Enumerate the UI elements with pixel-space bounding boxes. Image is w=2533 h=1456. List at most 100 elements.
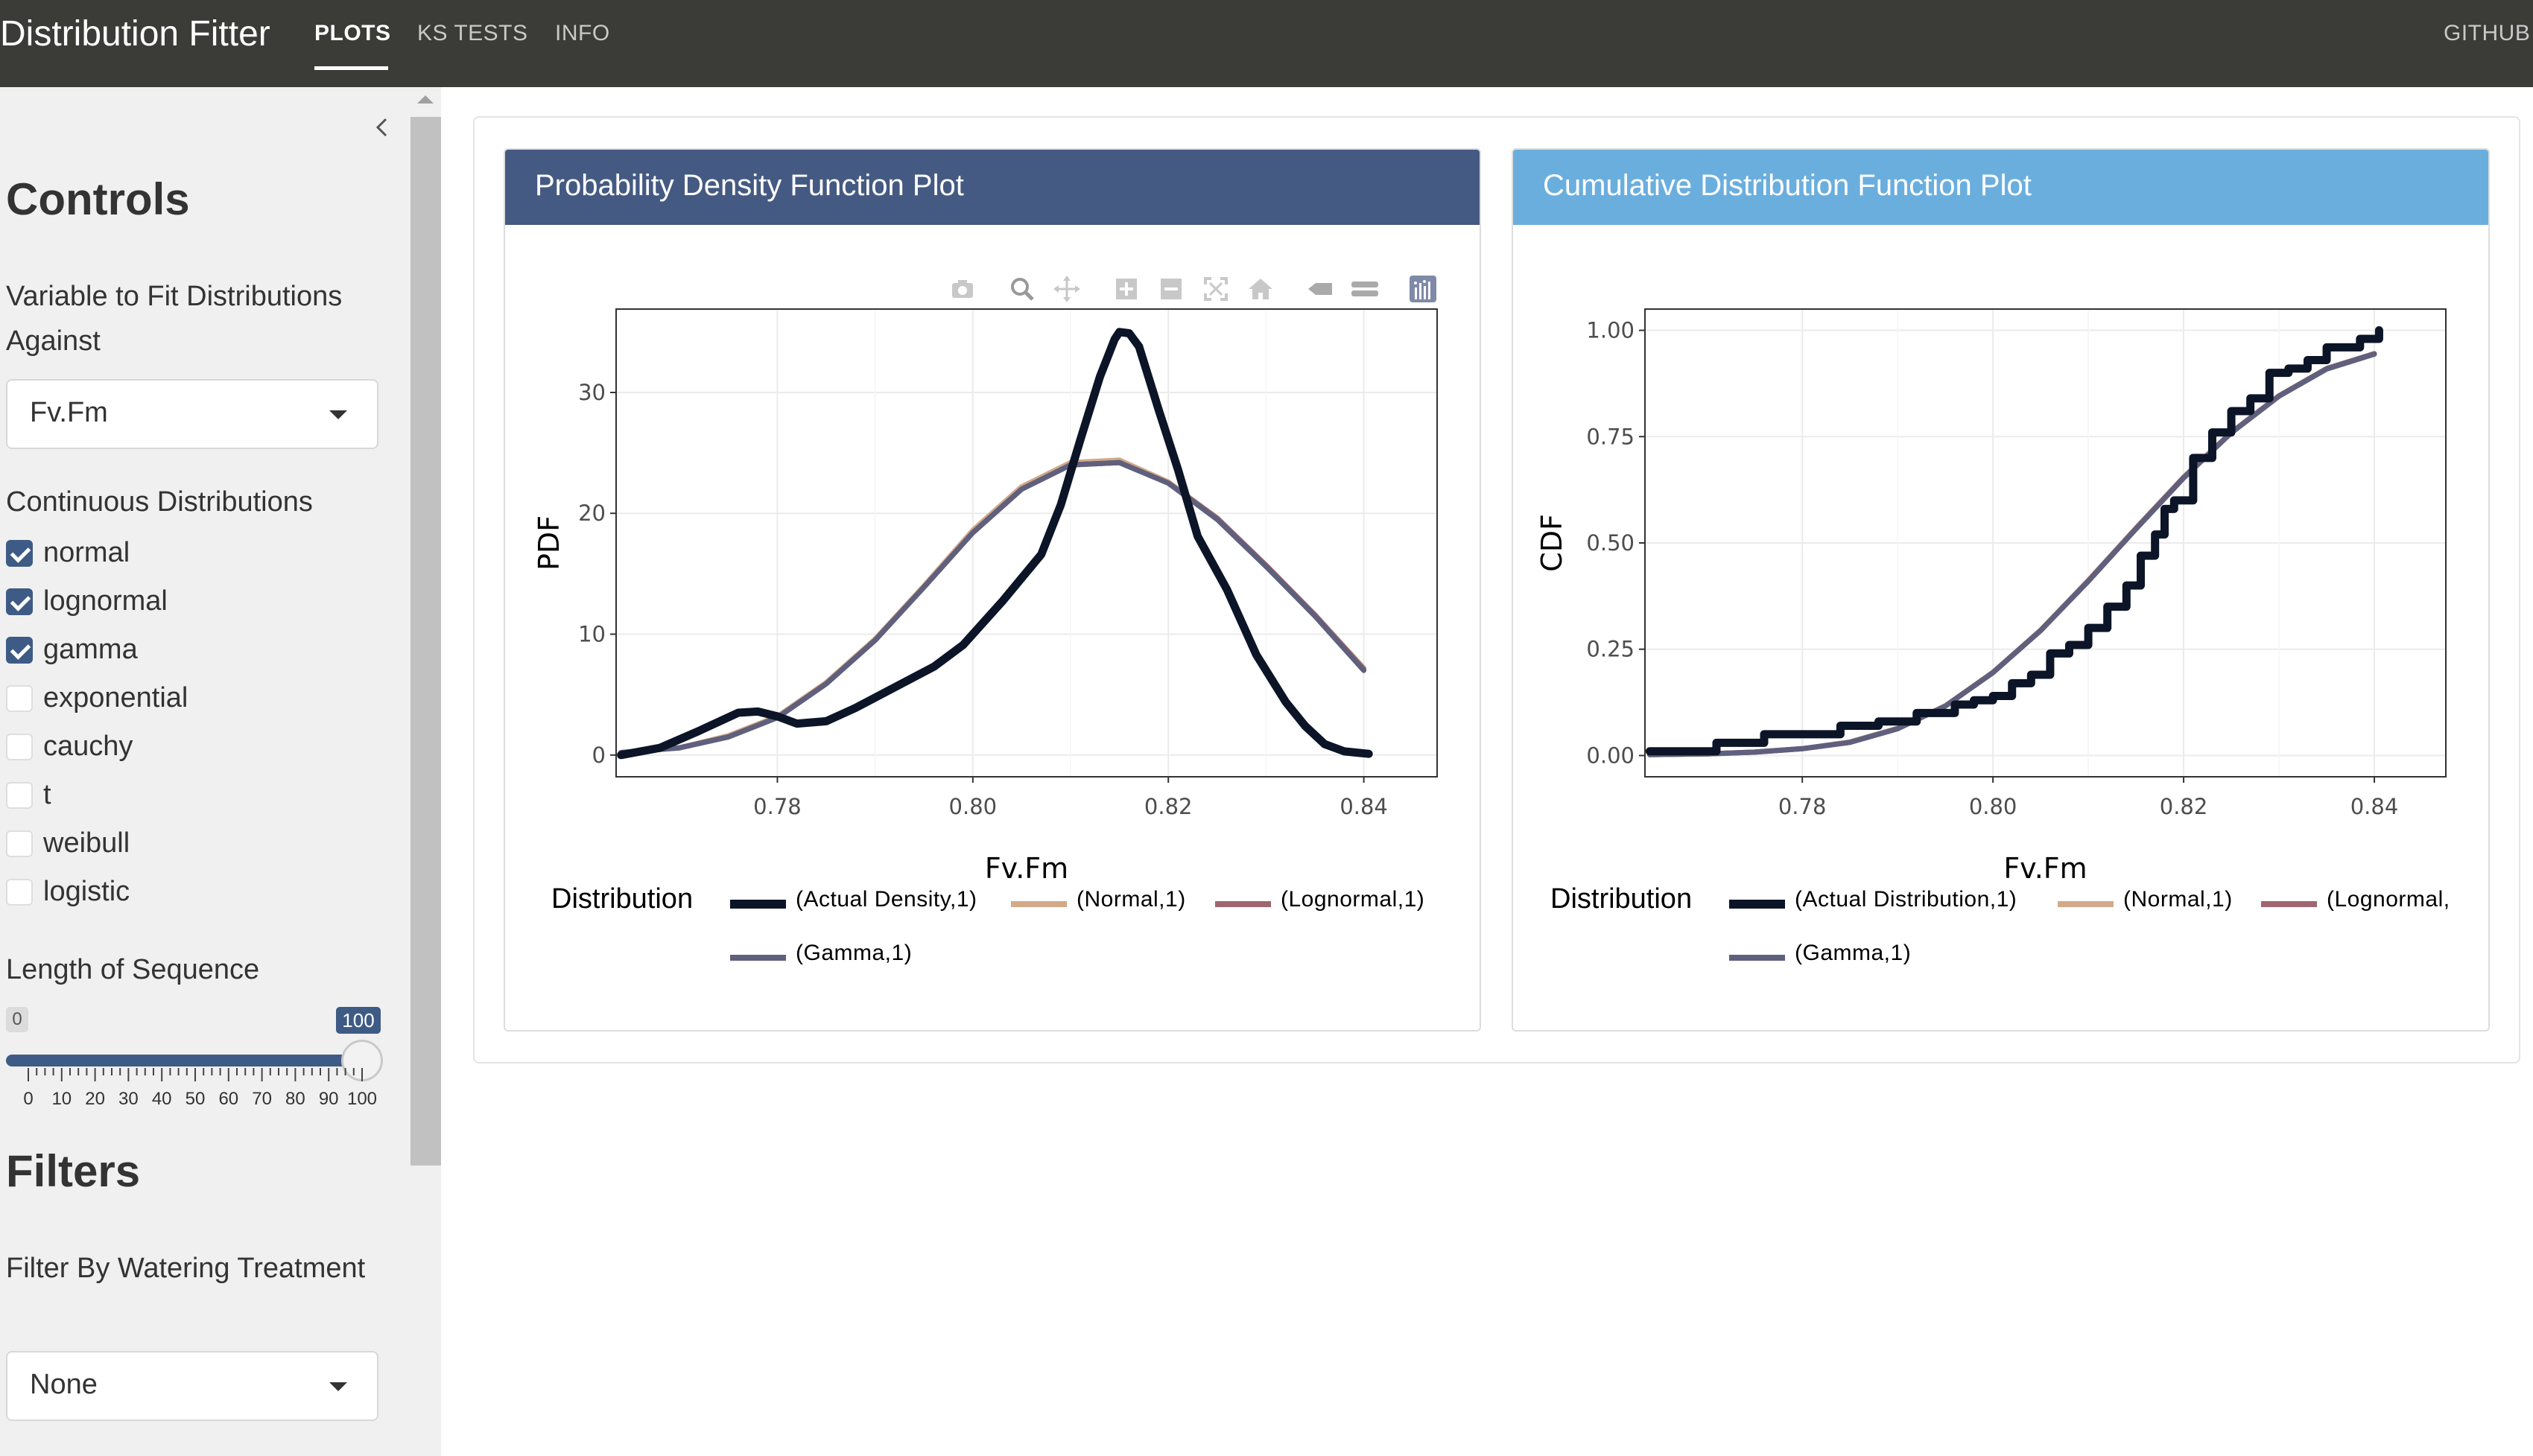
x-tick-label: 0.82	[1144, 794, 1193, 819]
plot-border	[615, 308, 1438, 778]
checkbox-lognormal[interactable]	[6, 588, 33, 615]
cdf-panel-title: Cumulative Distribution Function Plot	[1543, 169, 2032, 202]
distribution-option-normal[interactable]: normal	[6, 534, 378, 571]
legend-label-gamma[interactable]: (Gamma,1)	[1795, 941, 1912, 965]
checkbox-exponential[interactable]	[6, 685, 33, 712]
x-tick-label: 0.84	[2350, 794, 2399, 819]
distribution-option-lognormal[interactable]: lognormal	[6, 582, 378, 620]
legend-label-actual[interactable]: (Actual Density,1)	[796, 887, 977, 912]
plot-area	[615, 308, 1438, 778]
variable-select[interactable]: Fv.Fm	[6, 379, 378, 449]
checkbox-logistic[interactable]	[6, 879, 33, 906]
legend-label-normal[interactable]: (Normal,1)	[1077, 887, 1186, 912]
sidebar	[0, 87, 441, 1456]
y-tick-label: 20	[578, 500, 606, 526]
legend-label-actual[interactable]: (Actual Distribution,1)	[1795, 887, 2017, 912]
legend-label-gamma[interactable]: (Gamma,1)	[796, 941, 913, 965]
slider-tick-label: 100	[346, 1089, 378, 1109]
y-axis-title: PDF	[533, 515, 565, 570]
zoom-icon[interactable]	[1007, 274, 1037, 304]
hover-closest-icon[interactable]	[1305, 274, 1335, 304]
distribution-option-cauchy[interactable]: cauchy	[6, 728, 378, 765]
filter-watering-label: Filter By Watering Treatment	[6, 1253, 366, 1284]
watering-filter-select[interactable]: None	[6, 1351, 378, 1421]
sidebar-scrollbar-thumb[interactable]	[410, 117, 441, 1166]
legend-swatch-actual[interactable]	[1729, 900, 1785, 909]
checkbox-label: logistic	[43, 876, 130, 907]
filters-heading: Filters	[6, 1146, 141, 1196]
plotly-logo-icon[interactable]	[1408, 274, 1438, 304]
legend-swatch-normal[interactable]	[2058, 901, 2114, 907]
distribution-option-gamma[interactable]: gamma	[6, 631, 378, 668]
x-tick-label: 0.80	[1969, 794, 2017, 819]
checkbox-weibull[interactable]	[6, 830, 33, 857]
legend-label-lognormal[interactable]: (Lognormal,1)	[1281, 887, 1425, 912]
slider-tick-label: 40	[151, 1089, 172, 1109]
camera-icon[interactable]	[948, 274, 977, 304]
checkbox-normal[interactable]	[6, 540, 33, 567]
reset-axes-icon[interactable]	[1246, 274, 1275, 304]
checkbox-label: normal	[43, 537, 130, 568]
navbar: Distribution Fitter PLOTS KS TESTS INFO …	[0, 0, 2533, 87]
legend-label-lognormal[interactable]: (Lognormal,	[2327, 887, 2450, 912]
tab-plots[interactable]: PLOTS	[314, 21, 391, 45]
slider-tick-label: 70	[252, 1089, 272, 1109]
x-tick-label: 0.84	[1340, 794, 1388, 819]
distribution-option-exponential[interactable]: exponential	[6, 679, 378, 716]
legend-swatch-gamma[interactable]	[730, 955, 786, 961]
legend-swatch-lognormal[interactable]	[1215, 901, 1271, 907]
pan-icon[interactable]	[1052, 274, 1082, 304]
sequence-length-label: Length of Sequence	[6, 954, 260, 985]
distributions-label: Continuous Distributions	[6, 486, 313, 518]
cdf-chart[interactable]: 0.78 0.80 0.82 0.84 0.00 0.25 0.50 0.75 1.00 Fv.F…	[1529, 298, 2476, 886]
x-tick-label: 0.78	[1778, 794, 1827, 819]
y-tick-label: 0.25	[1586, 637, 1635, 662]
series-line-gamma	[1646, 352, 2377, 757]
series-line-actual	[617, 328, 1373, 760]
slider-tick-label: 0	[23, 1089, 34, 1109]
caret-down-icon	[329, 1382, 347, 1391]
autoscale-icon[interactable]	[1201, 274, 1231, 304]
hover-compare-icon[interactable]	[1350, 274, 1380, 304]
distribution-option-t[interactable]: t	[6, 776, 378, 813]
distribution-option-weibull[interactable]: weibull	[6, 824, 378, 862]
slider-tick-label: 30	[118, 1089, 139, 1109]
checkbox-gamma[interactable]	[6, 637, 33, 664]
tab-ks-tests[interactable]: KS TESTS	[417, 21, 528, 45]
checkbox-cauchy[interactable]	[6, 734, 33, 760]
legend-swatch-gamma[interactable]	[1729, 955, 1785, 961]
legend-swatch-actual[interactable]	[730, 900, 786, 909]
tab-info[interactable]: INFO	[555, 21, 610, 45]
pdf-chart[interactable]: 0.78 0.80 0.82 0.84 0 10 20 30 Fv.Fm PDF	[522, 298, 1468, 886]
checkbox-t[interactable]	[6, 782, 33, 809]
pdf-legend-title: Distribution	[551, 883, 694, 915]
collapse-sidebar-icon[interactable]	[372, 118, 392, 137]
legend-swatch-normal[interactable]	[1011, 901, 1067, 907]
checkbox-label: gamma	[43, 634, 138, 665]
github-link[interactable]: GITHUB	[2444, 21, 2531, 45]
zoom-out-icon[interactable]	[1156, 274, 1186, 304]
scroll-up-arrow-icon[interactable]	[417, 95, 434, 104]
checkbox-label: t	[43, 779, 51, 810]
app-title: Distribution Fitter	[0, 14, 270, 54]
slider-ticks	[28, 1068, 363, 1081]
slider-tick-label: 90	[318, 1089, 339, 1109]
variable-label: Variable to Fit Distributions Against	[6, 281, 343, 357]
sequence-slider-track[interactable]	[6, 1055, 362, 1066]
slider-max-badge: 100	[336, 1007, 381, 1034]
pdf-panel-title: Probability Density Function Plot	[535, 169, 964, 202]
checkbox-label: cauchy	[43, 731, 133, 762]
legend-swatch-lognormal[interactable]	[2261, 901, 2317, 907]
checkbox-label: weibull	[43, 827, 130, 859]
zoom-in-icon[interactable]	[1112, 274, 1141, 304]
distribution-option-logistic[interactable]: logistic	[6, 873, 378, 910]
legend-label-normal[interactable]: (Normal,1)	[2123, 887, 2233, 912]
y-tick-label: 0.50	[1586, 530, 1635, 556]
plot-background	[616, 309, 1437, 777]
y-tick-label: 10	[578, 622, 606, 647]
y-tick-label: 0.75	[1586, 424, 1635, 449]
x-axis-title: Fv.Fm	[2003, 852, 2087, 885]
x-tick-label: 0.78	[753, 794, 802, 819]
cdf-legend-title: Distribution	[1550, 883, 1693, 915]
slider-tick-label: 10	[51, 1089, 72, 1109]
